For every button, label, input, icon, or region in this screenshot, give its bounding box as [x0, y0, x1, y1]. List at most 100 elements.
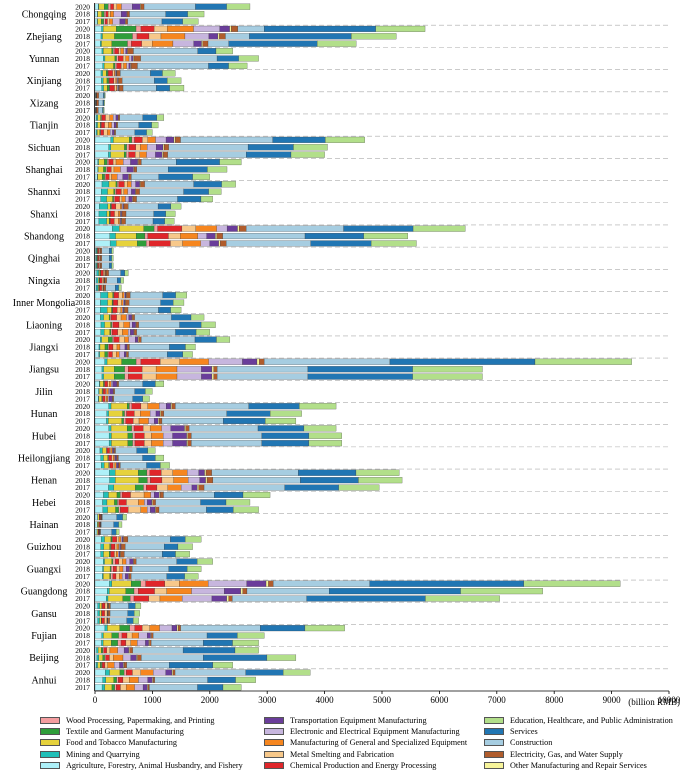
bar-segment: [94, 255, 97, 262]
bar-segment: [103, 388, 106, 395]
bar-segment: [120, 536, 123, 543]
bar-segment: [103, 270, 105, 277]
bar-segment: [170, 307, 182, 314]
bar-segment: [132, 432, 136, 439]
bar-segment: [109, 588, 126, 595]
bar-segment: [128, 144, 136, 151]
bar-segment: [127, 432, 133, 439]
bar-segment: [140, 358, 161, 365]
year-label: 2020: [75, 646, 90, 655]
year-label: 2017: [75, 172, 90, 181]
bar-segment: [112, 536, 117, 543]
bar-segment: [117, 307, 121, 314]
bar-segment: [98, 262, 100, 269]
bar-segment: [115, 558, 120, 565]
bar-segment: [265, 580, 269, 587]
bar-segment: [103, 284, 106, 291]
bar-segment: [96, 662, 98, 669]
bar-segment: [242, 588, 248, 595]
bar-segment: [115, 203, 121, 210]
bar-segment: [99, 343, 106, 351]
province-label: Chongqing: [22, 10, 66, 21]
year-label: 2020: [75, 113, 90, 122]
bar-segment: [202, 40, 209, 47]
bar-segment: [177, 196, 202, 203]
legend-label: Education, Healthcare, and Public Admini…: [510, 716, 673, 725]
bar-segment: [165, 210, 176, 217]
bar-segment: [102, 573, 104, 580]
bar-segment: [132, 196, 137, 203]
bar-segment: [124, 662, 127, 669]
bar-segment: [246, 151, 292, 158]
bar-segment: [98, 395, 102, 402]
bar-segment: [200, 499, 227, 506]
bar-segment: [203, 654, 268, 661]
bar-segment: [94, 18, 98, 25]
bar-segment: [104, 277, 107, 284]
bar-segment: [108, 410, 123, 417]
bar-segment: [201, 321, 216, 328]
bar-segment: [112, 292, 114, 299]
bar-segment: [111, 203, 117, 210]
bar-segment: [110, 321, 112, 328]
x-tick-label: 9000: [603, 695, 622, 705]
bar-segment: [162, 551, 176, 558]
bar-segment: [121, 417, 124, 424]
bar-segment: [108, 144, 112, 151]
bar-segment: [169, 343, 186, 351]
year-label: 2020: [75, 69, 90, 78]
bar-segment: [98, 247, 100, 254]
province-label: Sichuan: [28, 143, 60, 154]
bar-segment: [113, 336, 120, 343]
bar-segment: [133, 48, 198, 55]
bar-segment: [101, 255, 110, 262]
bar-segment: [355, 469, 400, 476]
year-label: 2017: [75, 616, 90, 625]
bar-segment: [118, 506, 121, 513]
bar-segment: [119, 543, 121, 550]
bar-segment: [135, 144, 141, 151]
bar-segment: [122, 676, 130, 683]
year-label: 2020: [75, 380, 90, 389]
bar-segment: [211, 469, 299, 476]
bar-segment: [102, 99, 105, 106]
legend-swatch: [40, 750, 60, 758]
bar-segment: [216, 225, 228, 232]
bar-segment: [123, 188, 128, 195]
bar-segment: [100, 329, 105, 336]
bar-segment: [191, 432, 263, 439]
bar-segment: [178, 625, 181, 632]
bar-segment: [117, 122, 140, 129]
bar-segment: [105, 114, 110, 121]
year-label: 2018: [75, 232, 90, 241]
bar-segment: [134, 388, 146, 395]
bar-segment: [109, 565, 112, 572]
year-label: 2020: [75, 180, 90, 189]
bar-segment: [110, 536, 113, 543]
bar-segment: [135, 181, 140, 188]
bar-segment: [97, 129, 100, 136]
bar-segment: [111, 558, 114, 565]
bar-segment: [109, 240, 117, 247]
bar-segment: [207, 676, 236, 683]
year-label: 2020: [75, 24, 90, 33]
bar-segment: [215, 48, 233, 55]
bar-segment: [94, 3, 99, 10]
bar-segment: [131, 181, 136, 188]
bar-segment: [128, 602, 136, 609]
legend-item: Textile and Garment Manufacturing: [40, 727, 184, 736]
bar-segment: [172, 40, 194, 47]
legend-swatch: [40, 717, 60, 724]
bar-segment: [192, 173, 210, 180]
bar-segment: [118, 292, 123, 299]
year-label: 2017: [75, 505, 90, 514]
bar-segment: [97, 617, 100, 624]
bar-segment: [125, 218, 154, 225]
bar-segment: [112, 395, 114, 402]
bar-segment: [127, 188, 132, 195]
bar-segment: [104, 536, 112, 543]
bar-segment: [106, 647, 111, 654]
bar-segment: [122, 329, 129, 336]
bar-segment: [155, 506, 160, 513]
bar-segment: [116, 491, 121, 498]
